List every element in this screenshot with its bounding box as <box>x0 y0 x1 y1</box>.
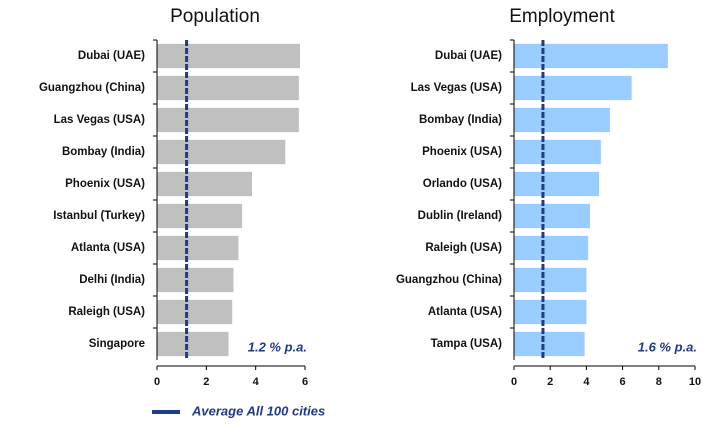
chart-title: Population <box>170 6 260 27</box>
category-label: Phoenix (USA) <box>422 146 502 158</box>
bar <box>514 203 591 229</box>
bar <box>157 299 233 325</box>
category-label: Phoenix (USA) <box>65 178 145 190</box>
category-label: Delhi (India) <box>79 274 145 286</box>
category-label: Dubai (UAE) <box>78 50 145 62</box>
category-label: Tampa (USA) <box>431 338 503 350</box>
category-label: Singapore <box>89 338 145 350</box>
x-tick-label: 8 <box>656 376 662 388</box>
bar <box>514 299 587 325</box>
bar <box>157 107 299 133</box>
category-label: Las Vegas (USA) <box>411 82 503 94</box>
category-label: Istanbul (Turkey) <box>53 210 145 222</box>
bar <box>157 43 301 69</box>
category-label: Atlanta (USA) <box>71 242 145 254</box>
category-label: Guangzhou (China) <box>39 82 145 94</box>
x-tick-label: 6 <box>302 376 308 388</box>
category-label: Bombay (India) <box>419 114 502 126</box>
category-label: Atlanta (USA) <box>428 306 502 318</box>
x-tick-label: 6 <box>620 376 626 388</box>
bar <box>157 203 243 229</box>
category-label: Dublin (Ireland) <box>418 210 503 222</box>
bar <box>157 267 234 293</box>
bar <box>514 267 587 293</box>
x-tick-label: 2 <box>203 376 209 388</box>
bar <box>514 107 610 133</box>
average-label: 1.2 % p.a. <box>248 339 307 354</box>
bar <box>514 235 589 261</box>
chart-title: Employment <box>509 6 615 27</box>
bar <box>514 75 632 101</box>
bar <box>514 139 601 165</box>
x-tick-label: 2 <box>547 376 553 388</box>
x-tick-label: 4 <box>253 376 260 388</box>
bar <box>157 139 286 165</box>
average-label: 1.6 % p.a. <box>638 339 697 354</box>
x-tick-label: 10 <box>689 376 701 388</box>
bar <box>157 331 229 357</box>
category-label: Raleigh (USA) <box>68 306 145 318</box>
category-label: Las Vegas (USA) <box>54 114 146 126</box>
category-label: Orlando (USA) <box>423 178 502 190</box>
bar <box>514 331 585 357</box>
category-label: Dubai (UAE) <box>435 50 502 62</box>
bar <box>514 171 600 197</box>
category-label: Guangzhou (China) <box>396 274 502 286</box>
bar <box>157 171 252 197</box>
legend-label: Average All 100 cities <box>191 403 325 418</box>
category-label: Raleigh (USA) <box>425 242 502 254</box>
x-tick-label: 4 <box>583 376 590 388</box>
bar <box>157 235 239 261</box>
category-label: Bombay (India) <box>62 146 145 158</box>
bar <box>157 75 299 101</box>
x-tick-label: 0 <box>154 376 160 388</box>
x-tick-label: 0 <box>511 376 517 388</box>
bar <box>514 43 668 69</box>
